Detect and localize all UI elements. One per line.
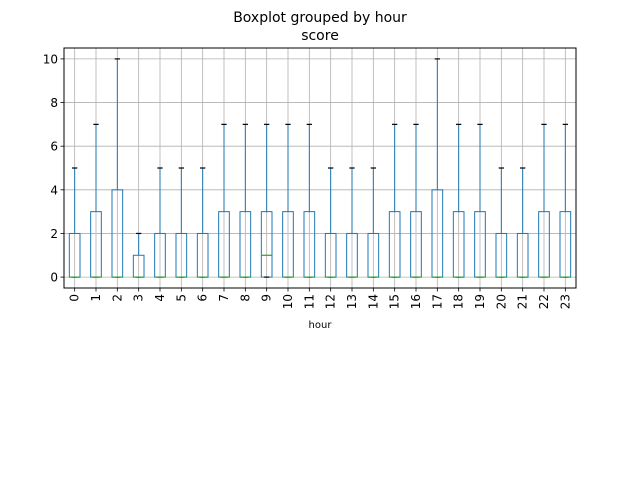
x-tick-label: 3 <box>132 294 146 302</box>
box-group <box>516 167 529 278</box>
box-group <box>431 58 444 278</box>
box-group <box>559 123 572 278</box>
x-tick-label: 21 <box>516 294 530 309</box>
x-tick-label: 13 <box>345 294 359 309</box>
box-group <box>154 167 166 278</box>
box-group <box>324 167 337 278</box>
x-tick-label: 7 <box>217 294 231 302</box>
y-tick-label: 6 <box>50 140 58 154</box>
x-axis-label: hour <box>309 320 333 331</box>
box-group <box>282 123 294 278</box>
x-tick-label: 0 <box>68 294 82 302</box>
boxes <box>68 58 572 278</box>
box-group <box>111 58 124 278</box>
x-tick-label: 19 <box>473 294 487 309</box>
x-tick-label: 14 <box>366 294 380 309</box>
box-group <box>68 167 81 278</box>
y-tick-label: 8 <box>50 96 58 110</box>
x-tick-label: 15 <box>388 294 402 309</box>
y-tick-label: 4 <box>50 183 58 197</box>
y-axis-ticks: 0 2 4 6 8 10 <box>43 52 64 285</box>
x-tick-label: 10 <box>281 294 295 309</box>
x-tick-label: 6 <box>196 294 210 302</box>
plot-area-frame <box>63 47 577 289</box>
x-tick-label: 18 <box>452 294 466 309</box>
y-tick-label: 0 <box>50 271 58 285</box>
box-group <box>218 123 230 278</box>
x-tick-label: 11 <box>302 294 316 309</box>
x-tick-label: 5 <box>174 294 188 302</box>
x-tick-label: 8 <box>238 294 252 302</box>
box-group <box>388 123 401 278</box>
x-tick-label: 12 <box>324 294 338 309</box>
box-group <box>367 167 380 278</box>
box-group <box>452 123 465 278</box>
box-group <box>175 167 188 278</box>
y-tick-label: 2 <box>50 227 58 241</box>
box-group <box>538 123 550 278</box>
x-tick-label: 1 <box>89 294 103 302</box>
x-tick-label: 20 <box>494 294 508 309</box>
box-group <box>132 232 145 278</box>
x-axis-ticks: 0 1 2 3 4 5 6 7 8 9 10 11 12 13 14 15 16 17 18 19 20 21 22 23 <box>68 288 572 309</box>
y-tick-label: 10 <box>43 52 58 66</box>
x-tick-label: 16 <box>409 294 423 309</box>
x-tick-label: 23 <box>558 294 572 309</box>
x-tick-label: 9 <box>260 294 274 302</box>
box-group <box>474 123 486 278</box>
box-group <box>90 123 102 278</box>
box-group <box>239 123 252 278</box>
box-group <box>196 167 209 278</box>
x-tick-label: 17 <box>430 294 444 309</box>
x-tick-label: 4 <box>153 294 167 302</box>
box-group <box>303 123 316 278</box>
chart-title: score <box>301 28 339 44</box>
box-group <box>260 123 273 278</box>
box-group <box>346 167 358 278</box>
chart-suptitle: Boxplot grouped by hour <box>233 10 407 26</box>
box-group <box>410 123 422 278</box>
x-tick-label: 2 <box>110 294 124 302</box>
box-group <box>495 167 508 278</box>
x-tick-label: 22 <box>537 294 551 309</box>
